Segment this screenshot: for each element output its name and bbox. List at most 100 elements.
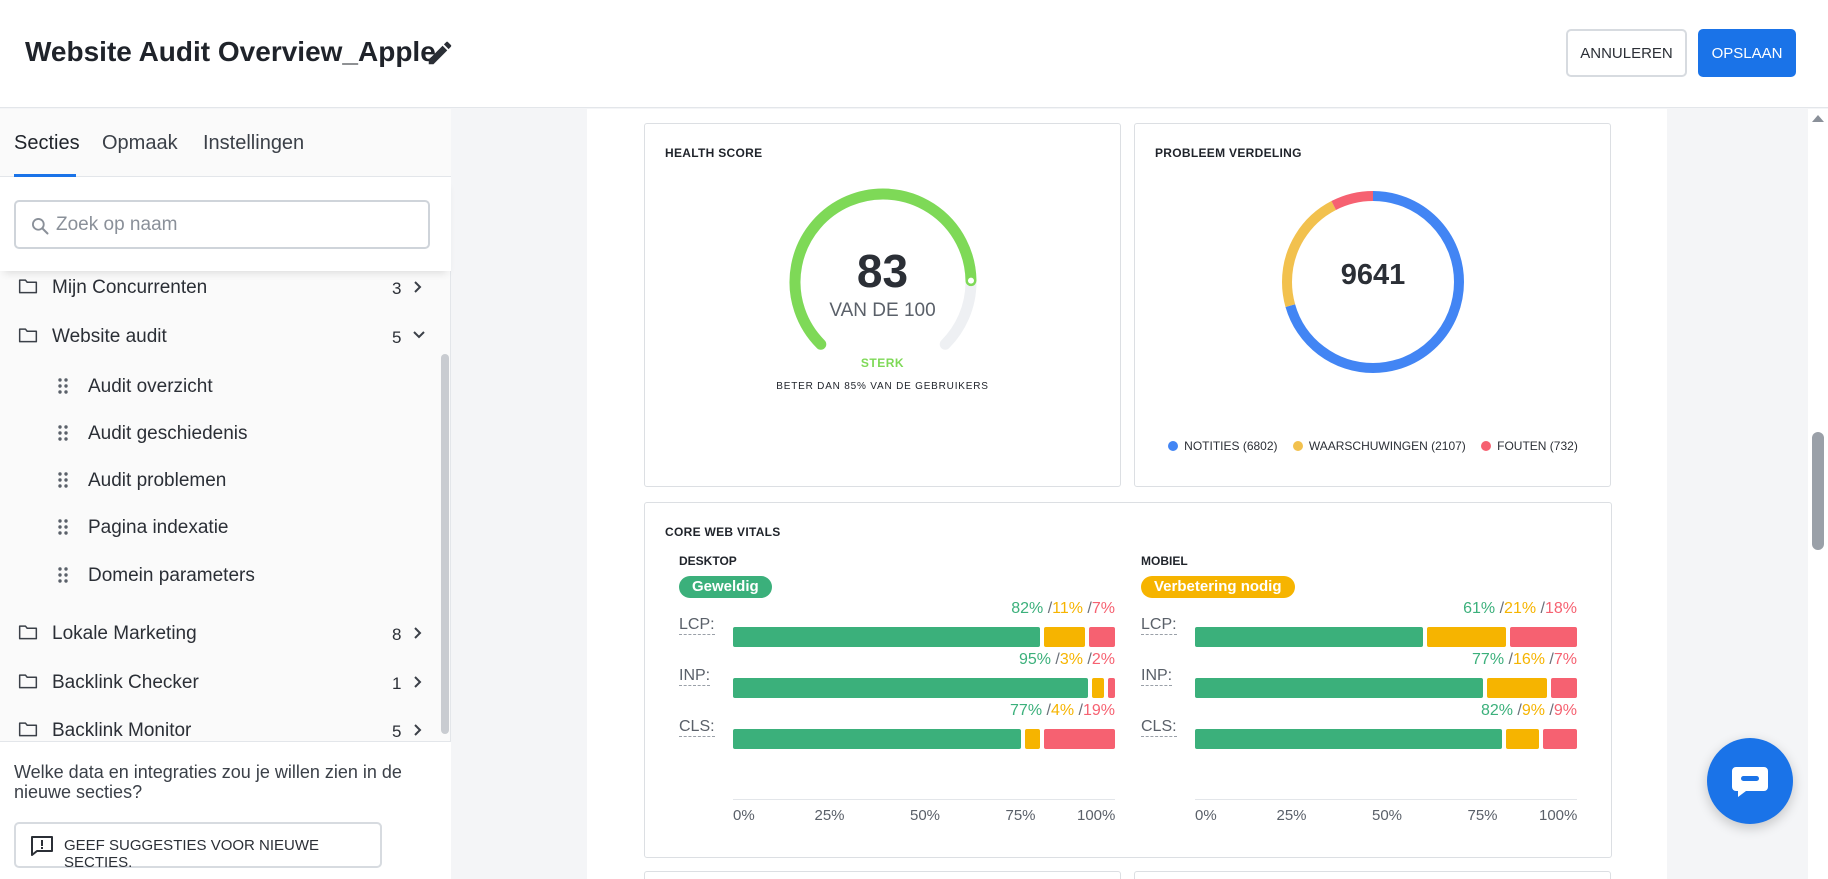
chat-button[interactable] (1707, 738, 1793, 824)
gauge-marker (967, 277, 974, 284)
desktop-bar-good[interactable] (733, 627, 1040, 647)
drag-handle-icon[interactable] (58, 519, 68, 535)
pct-separator: / (1504, 651, 1513, 668)
suggest-sections-button[interactable]: GEEF SUGGESTIES VOOR NIEUWE SECTIES. (14, 822, 382, 871)
tab-instellingen[interactable]: Instellingen (203, 132, 305, 154)
desktop-bar-ok[interactable] (1092, 678, 1104, 698)
drag-handle-icon[interactable] (58, 567, 68, 583)
legend-dot (1292, 441, 1303, 451)
tab-secties[interactable]: Secties (14, 132, 80, 154)
save-button[interactable]: OPSLAAN (1698, 29, 1796, 77)
desktop-bar-poor[interactable] (1043, 729, 1115, 749)
chevron-right-icon[interactable] (412, 675, 424, 689)
mobile-axis-tick: 75% (1467, 807, 1498, 824)
pencil-edit-icon[interactable] (425, 38, 455, 68)
pct-poor: 2% (1091, 651, 1115, 668)
page-scrollbar[interactable] (1808, 109, 1828, 879)
sidebar-item-backlink-checker[interactable]: Backlink Checker 1 (0, 664, 440, 704)
sidebar-subitem-pagina-indexatie[interactable]: Pagina indexatie (0, 509, 440, 549)
sidebar-item-label: Backlink Checker (52, 672, 199, 693)
sidebar-subitem-audit-overzicht[interactable]: Audit overzicht (0, 368, 440, 408)
scroll-up-arrow-icon[interactable] (1812, 115, 1824, 122)
sidebar-item-website-audit[interactable]: Website audit 5 (0, 318, 440, 358)
drag-handle-icon[interactable] (58, 425, 68, 441)
mobile-bar-good[interactable] (1195, 729, 1502, 749)
desktop-metric-percentages: 95% /3% /2% (915, 651, 1115, 669)
mobile-metric-percentages: 61% /21% /18% (1377, 600, 1577, 618)
sidebar-subitem-label: Domein parameters (88, 565, 255, 586)
sidebar-subitem-audit-problemen[interactable]: Audit problemen (0, 462, 440, 502)
next-card (644, 871, 1121, 879)
mobile-bar-ok[interactable] (1427, 627, 1506, 647)
section-list: Mijn Concurrenten 3 Website audit 5 Audi… (0, 271, 440, 741)
report-page: HEALTH SCORE 83 VAN DE 100 STERK BETER D… (587, 109, 1667, 879)
chevron-right-icon[interactable] (412, 723, 424, 737)
mobile-metric-percentages: 77% /16% /7% (1377, 651, 1577, 669)
page-scroll-thumb[interactable] (1812, 432, 1824, 550)
pct-separator: / (1043, 600, 1053, 617)
desktop-metric-lcp: LCP: (679, 616, 715, 635)
sidebar-subitem-domein-parameters[interactable]: Domein parameters (0, 557, 440, 597)
drag-handle-icon[interactable] (58, 472, 68, 488)
pct-ok: 16% (1512, 651, 1545, 668)
mobile-status-badge: Verbetering nodig (1141, 576, 1295, 598)
desktop-axis-tick: 100% (1077, 807, 1116, 824)
health-score-card[interactable]: HEALTH SCORE 83 VAN DE 100 STERK BETER D… (644, 123, 1121, 487)
tab-opmaak[interactable]: Opmaak (102, 132, 178, 154)
health-gauge (789, 188, 977, 350)
mobile-axis-tick: 100% (1539, 807, 1578, 824)
sidebar-item-mijn-concurrenten[interactable]: Mijn Concurrenten 3 (0, 271, 440, 309)
search-box[interactable] (14, 200, 430, 249)
desktop-bar-poor[interactable] (1088, 627, 1115, 647)
desktop-label: DESKTOP (679, 554, 737, 568)
mobile-bar-poor[interactable] (1509, 627, 1577, 647)
mobile-bar-good[interactable] (1195, 627, 1424, 647)
health-status: STERK (860, 356, 905, 370)
donut-slice-1[interactable] (1282, 191, 1464, 373)
pct-poor: 7% (1091, 600, 1115, 617)
problem-distribution-card[interactable]: PROBLEEM VERDELING 9641 NOTITIES (6802) … (1134, 123, 1611, 487)
legend-dot (1481, 441, 1492, 451)
mobile-bar-good[interactable] (1195, 678, 1483, 698)
search-input[interactable] (56, 212, 416, 238)
mobile-bar-ok[interactable] (1486, 678, 1547, 698)
desktop-bar-poor[interactable] (1107, 678, 1115, 698)
cancel-button[interactable]: ANNULEREN (1566, 29, 1687, 77)
sidebar-subitem-label: Audit geschiedenis (88, 423, 248, 444)
pct-separator: / (1082, 651, 1092, 668)
legend-dot (1168, 441, 1179, 451)
mobile-bar-poor[interactable] (1543, 729, 1577, 749)
desktop-bar-ok[interactable] (1043, 627, 1085, 647)
sidebar-item-backlink-monitor[interactable]: Backlink Monitor 5 (0, 712, 440, 741)
drag-handle-icon[interactable] (58, 378, 68, 394)
card-title: CORE WEB VITALS (665, 525, 781, 539)
search-area (0, 177, 451, 271)
chevron-down-icon[interactable] (412, 329, 426, 341)
item-count: 5 (392, 328, 402, 347)
core-web-vitals-card[interactable]: CORE WEB VITALS DESKTOP Geweldig LCP: 82% /… (644, 502, 1612, 858)
card-title: PROBLEEM VERDELING (1155, 146, 1302, 160)
legend-item-waarschuwingen[interactable]: WAARSCHUWINGEN (2107) (1292, 439, 1466, 453)
pct-separator: / (1050, 651, 1060, 668)
card-title: HEALTH SCORE (665, 146, 763, 160)
mobile-bar-ok[interactable] (1505, 729, 1540, 749)
sidebar-subitem-audit-geschiedenis[interactable]: Audit geschiedenis (0, 415, 440, 455)
legend-label: NOTITIES (6802) (1184, 439, 1278, 453)
chevron-right-icon[interactable] (412, 626, 424, 640)
desktop-bar-good[interactable] (733, 729, 1021, 749)
desktop-bar-ok[interactable] (1024, 729, 1040, 749)
chevron-right-icon[interactable] (412, 280, 424, 294)
mobile-metric-cls: CLS: (1141, 718, 1177, 737)
health-note: BETER DAN 85% VAN DE GEBRUIKERS (776, 381, 989, 392)
sidebar-scrollbar[interactable] (441, 354, 449, 734)
desktop-bar-good[interactable] (733, 678, 1089, 698)
sidebar-item-lokale-marketing[interactable]: Lokale Marketing 8 (0, 615, 440, 655)
pct-good: 77% (1472, 651, 1505, 668)
legend-item-fouten[interactable]: FOUTEN (732) (1481, 439, 1578, 453)
donut-slice-2[interactable] (1282, 191, 1464, 373)
legend-item-notities[interactable]: NOTITIES (6802) (1168, 439, 1278, 453)
gauge-fill (789, 188, 977, 350)
sidebar-footer: Welke data en integraties zou je willen … (0, 741, 451, 879)
sidebar-item-label: Mijn Concurrenten (52, 277, 208, 298)
mobile-bar-poor[interactable] (1550, 678, 1577, 698)
